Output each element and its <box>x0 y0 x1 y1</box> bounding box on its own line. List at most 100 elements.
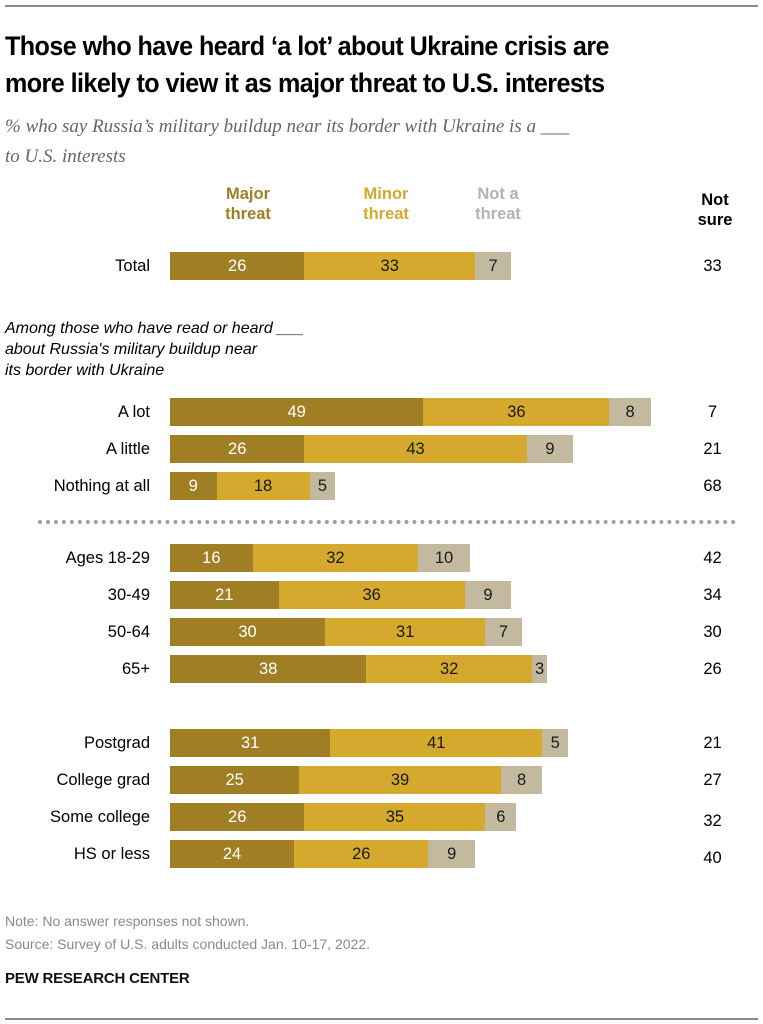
bar-value-label: 26 <box>228 439 247 458</box>
bar-value-label: 9 <box>483 585 493 604</box>
not-sure-value: 21 <box>703 734 722 752</box>
bar-segment-minor: 43 <box>304 435 527 463</box>
not-sure-value: 21 <box>703 440 722 458</box>
legend-nota-line1: Not a <box>477 185 519 203</box>
legend-minor-threat: Minor threat <box>346 184 426 224</box>
bar-row-college-grad: 25 39 8 <box>170 766 543 794</box>
legend-major-line2: threat <box>225 205 271 223</box>
bar-row-50-64: 30 31 7 <box>170 618 522 646</box>
bar-value-label: 43 <box>406 439 425 458</box>
bar-segment-major: 24 <box>170 840 295 868</box>
legend-notsure-line2: sure <box>697 211 733 229</box>
section-note-line3: its border with Ukraine <box>5 362 165 379</box>
bar-value-label: 25 <box>225 770 244 789</box>
legend-not-a-threat: Not a threat <box>458 184 538 224</box>
bar-segment-minor: 36 <box>423 398 610 426</box>
chart-subtitle: % who say Russia’s military buildup near… <box>5 112 725 172</box>
bar-segment-minor: 41 <box>330 729 543 757</box>
bar-segment-nota: 9 <box>428 840 475 868</box>
bar-value-label: 21 <box>215 585 234 604</box>
legend-minor-line2: threat <box>363 205 409 223</box>
bar-segment-minor: 32 <box>252 544 419 572</box>
bar-segment-major: 49 <box>170 398 424 426</box>
legend-major-threat: Major threat <box>208 184 288 224</box>
bar-segment-major: 26 <box>170 435 305 463</box>
bar-value-label: 8 <box>516 770 527 789</box>
bar-segment-nota: 5 <box>542 729 569 757</box>
legend-notsure-line1: Not <box>701 191 729 209</box>
bar-segment-minor: 35 <box>304 803 486 831</box>
row-label-hs-or-less: HS or less <box>73 845 150 863</box>
bar-segment-major: 30 <box>170 618 326 646</box>
bar-segment-nota: 7 <box>475 252 512 280</box>
bar-segment-nota: 9 <box>526 435 574 463</box>
bar-value-label: 36 <box>362 585 381 604</box>
bar-segment-nota: 3 <box>531 655 548 683</box>
bar-segment-major: 38 <box>170 655 367 683</box>
not-sure-value: 34 <box>703 586 722 604</box>
bar-value-label: 3 <box>535 659 545 678</box>
bar-value-label: 9 <box>447 844 457 863</box>
bar-value-label: 6 <box>496 807 506 826</box>
bar-value-label: 33 <box>380 256 399 275</box>
section-note-line2: about Russia's military buildup near <box>5 341 258 358</box>
bar-segment-minor: 18 <box>216 472 310 500</box>
not-sure-value: 27 <box>703 771 722 789</box>
row-label-65: 65+ <box>122 660 150 678</box>
bottom-rule <box>5 1018 758 1020</box>
bar-value-label: 41 <box>427 733 446 752</box>
bar-value-label: 32 <box>439 659 459 678</box>
bar-segment-minor: 32 <box>366 655 532 683</box>
bar-value-label: 5 <box>317 476 328 495</box>
bar-segment-minor: 26 <box>294 840 429 868</box>
bar-value-label: 9 <box>545 439 555 458</box>
not-sure-value: 40 <box>703 849 722 867</box>
bar-value-label: 18 <box>253 476 273 495</box>
bar-value-label: 10 <box>434 548 454 567</box>
not-sure-value: 33 <box>703 257 722 275</box>
bar-value-label: 16 <box>202 548 221 567</box>
bar-segment-nota: 9 <box>464 581 512 609</box>
bar-value-label: 26 <box>352 844 371 863</box>
row-label-50-64: 50-64 <box>107 623 150 641</box>
not-sure-value: 32 <box>703 812 722 830</box>
bar-segment-major: 21 <box>170 581 279 609</box>
row-label-total: Total <box>115 257 150 275</box>
bar-row-65: 38 32 3 <box>170 655 548 683</box>
bar-row-ages-18-29: 16 32 10 <box>170 544 470 572</box>
row-label-college-grad: College grad <box>56 771 150 789</box>
bar-value-label: 30 <box>238 622 257 641</box>
awareness-section-note: Among those who have read or heard ___ a… <box>5 318 405 381</box>
bar-value-label: 38 <box>259 659 278 678</box>
bar-value-label: 5 <box>550 733 560 752</box>
bar-value-label: 24 <box>222 844 242 863</box>
bar-row-total: 26 33 7 <box>170 252 512 280</box>
bar-segment-nota: 8 <box>500 766 543 794</box>
not-sure-value: 30 <box>703 623 722 641</box>
bar-value-label: 39 <box>390 770 410 789</box>
bar-segment-major: 9 <box>170 472 217 500</box>
bar-value-label: 31 <box>396 622 415 641</box>
row-label-a-lot: A lot <box>117 403 150 421</box>
bar-segment-minor: 39 <box>299 766 501 794</box>
footer-note: Note: No answer responses not shown. <box>5 913 250 929</box>
not-sure-value: 7 <box>707 403 718 421</box>
bar-value-label: 7 <box>488 256 498 275</box>
not-sure-value: 26 <box>703 660 722 678</box>
bar-value-label: 8 <box>625 402 635 421</box>
bar-value-label: 35 <box>385 807 405 826</box>
top-rule <box>5 5 758 7</box>
not-sure-value: 68 <box>703 477 722 495</box>
row-label-some-college: Some college <box>50 808 150 826</box>
bar-value-label: 32 <box>326 548 345 567</box>
chart-subtitle-line2: to U.S. interests <box>5 146 126 167</box>
not-sure-value: 42 <box>703 549 722 567</box>
bar-segment-major: 31 <box>170 729 331 757</box>
row-label-a-little: A little <box>105 440 150 458</box>
bar-segment-major: 26 <box>170 252 305 280</box>
chart-title-line2: more likely to view it as major threat t… <box>5 68 605 98</box>
bar-value-label: 26 <box>228 807 247 826</box>
bar-segment-minor: 33 <box>304 252 476 280</box>
bar-segment-major: 16 <box>170 544 253 572</box>
row-label-30-49: 30-49 <box>107 586 150 604</box>
